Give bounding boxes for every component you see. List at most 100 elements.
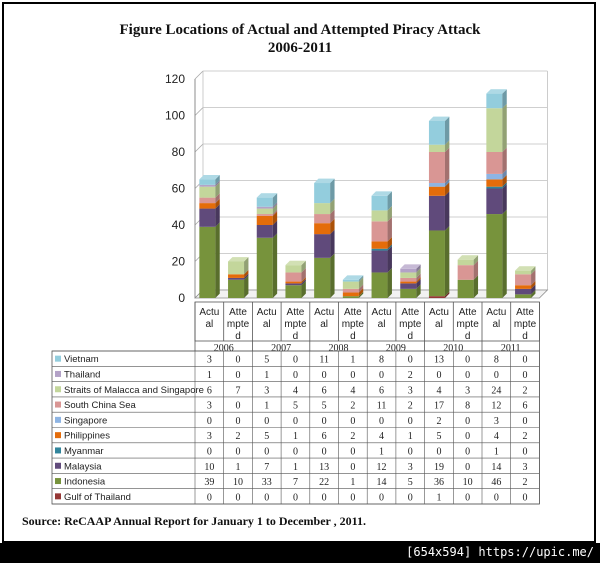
bar-segment bbox=[428, 152, 445, 184]
bar-top-highlight bbox=[457, 255, 479, 260]
y-tick-label: 80 bbox=[172, 145, 186, 159]
bar-top-highlight bbox=[228, 257, 249, 262]
bar-segment-side bbox=[215, 174, 220, 185]
table-cell: 5 bbox=[293, 401, 298, 412]
year-label: 2011 bbox=[501, 343, 521, 354]
table-cell: 0 bbox=[207, 416, 212, 427]
bar-segment bbox=[371, 241, 388, 249]
bar-segment bbox=[400, 288, 417, 298]
bar-top-highlight bbox=[400, 264, 421, 269]
bar-segment-side bbox=[473, 260, 479, 280]
bar-segment bbox=[486, 188, 503, 215]
bar-top-highlight bbox=[371, 191, 392, 196]
table-cell: 2 bbox=[523, 431, 528, 442]
bar-segment-side bbox=[387, 244, 392, 251]
year-label: 2007 bbox=[271, 343, 291, 354]
source-note: Source: ReCAAP Annual Report for January… bbox=[22, 514, 366, 528]
table-cell: 0 bbox=[379, 492, 384, 503]
bar-segment bbox=[228, 279, 245, 298]
bar-segment bbox=[400, 272, 417, 278]
bar-top bbox=[486, 89, 507, 94]
table-cell: 6 bbox=[379, 385, 384, 396]
bar-segment-side bbox=[444, 191, 450, 231]
bar-segment-side bbox=[358, 291, 364, 298]
category-label: mpte bbox=[399, 319, 422, 330]
table-cell: 1 bbox=[436, 492, 441, 503]
bar-segment-side bbox=[215, 193, 220, 204]
table-cell: 0 bbox=[322, 370, 327, 381]
bar-segment bbox=[199, 203, 216, 209]
table-cell: 4 bbox=[436, 385, 441, 396]
table-cell: 0 bbox=[465, 446, 470, 457]
table-cell: 0 bbox=[236, 416, 241, 427]
bar-segment bbox=[199, 184, 216, 187]
bar-segment-side bbox=[330, 253, 335, 298]
table-cell: 2 bbox=[523, 385, 528, 396]
bar-top bbox=[400, 264, 421, 269]
table-cell: 14 bbox=[491, 462, 501, 473]
bar-top bbox=[428, 116, 450, 121]
table-cell: 0 bbox=[207, 446, 212, 457]
bar-segment-side bbox=[444, 116, 450, 145]
bar-segment-side bbox=[416, 273, 421, 282]
table-cell: 7 bbox=[264, 462, 269, 473]
table-cell: 0 bbox=[523, 446, 528, 457]
bar-segment-side bbox=[215, 204, 220, 227]
bar-top bbox=[199, 174, 220, 180]
table-cell: 4 bbox=[350, 385, 355, 396]
table-cell: 12 bbox=[491, 401, 501, 412]
table-cell: 1 bbox=[264, 370, 269, 381]
bar-top bbox=[342, 275, 364, 280]
legend-label: Straits of Malacca and Singapore bbox=[64, 385, 204, 396]
legend-label: Malaysia bbox=[64, 461, 102, 472]
bar-segment bbox=[342, 279, 359, 282]
table-cell: 0 bbox=[322, 416, 327, 427]
table-cell: 0 bbox=[523, 355, 528, 366]
bar-segment bbox=[515, 294, 532, 298]
bar-segment bbox=[428, 186, 445, 196]
table-cell: 0 bbox=[436, 370, 441, 381]
bar-segment-side bbox=[502, 169, 507, 180]
gridline-side bbox=[194, 143, 204, 153]
bar-segment-side bbox=[358, 277, 364, 289]
bar-segment-side bbox=[244, 269, 249, 278]
table-cell: 8 bbox=[494, 355, 499, 366]
bar-segment bbox=[457, 259, 474, 266]
table-cell: 22 bbox=[319, 477, 329, 488]
category-label: d bbox=[235, 331, 241, 342]
legend-label: Singapore bbox=[64, 415, 107, 426]
legend-label: Philippines bbox=[64, 431, 110, 442]
bar-segment-side bbox=[444, 226, 450, 297]
bar-top bbox=[256, 193, 278, 198]
table-cell: 1 bbox=[379, 446, 384, 457]
bar-segment bbox=[256, 214, 273, 216]
bar-segment bbox=[256, 208, 273, 215]
bar-segment bbox=[371, 272, 388, 298]
bar-segment-side bbox=[358, 288, 364, 297]
bar-segment-side bbox=[215, 180, 220, 187]
bar-segment bbox=[256, 237, 273, 298]
category-label: al bbox=[378, 319, 386, 330]
bar-segment-side bbox=[330, 218, 335, 235]
table-cell: 0 bbox=[494, 492, 499, 503]
bar-segment-side bbox=[387, 237, 392, 249]
y-tick-label: 120 bbox=[165, 72, 185, 86]
bar-segment bbox=[314, 257, 331, 298]
category-label: mpte bbox=[227, 319, 250, 330]
legend-label: Gulf of Thailand bbox=[64, 492, 131, 503]
bar-segment-side bbox=[272, 193, 278, 207]
table-cell: 0 bbox=[236, 401, 241, 412]
bar-segment bbox=[371, 250, 388, 273]
bar-segment-side bbox=[301, 277, 306, 284]
y-tick-label: 40 bbox=[172, 218, 186, 232]
category-label: Actu bbox=[486, 307, 506, 318]
table-cell: 1 bbox=[236, 462, 241, 473]
bar-segment bbox=[314, 234, 331, 258]
bar-segment bbox=[428, 183, 445, 187]
bar-segment-side bbox=[416, 284, 421, 298]
bar-segment-side bbox=[330, 178, 335, 204]
bar-top-highlight bbox=[285, 260, 306, 266]
bar-segment bbox=[400, 277, 417, 282]
table-cell: 0 bbox=[408, 416, 413, 427]
bar-top-highlight bbox=[515, 266, 536, 271]
